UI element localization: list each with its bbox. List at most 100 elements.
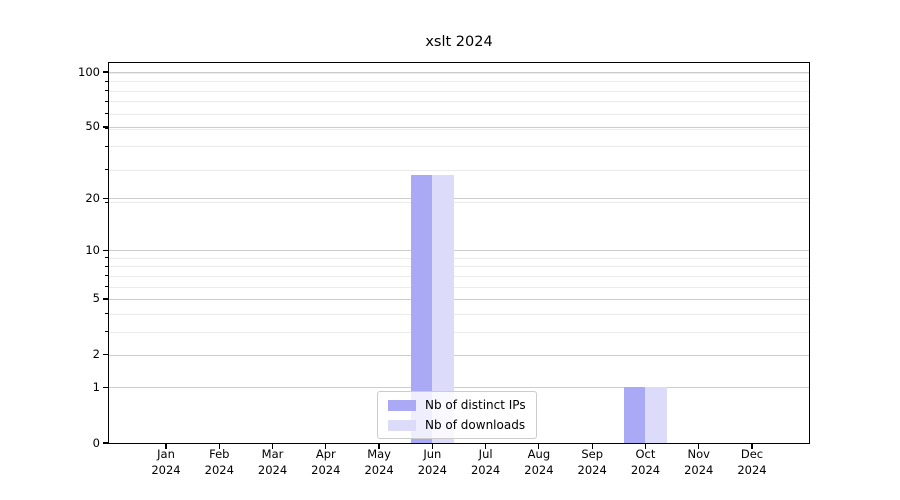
legend-label: Nb of downloads [425,418,526,432]
y-tick-label: 20 [85,190,100,205]
x-tick-month: Apr [315,447,336,461]
x-tick-label: Sep 2024 [560,447,624,478]
x-tick-mark [751,444,753,449]
x-tick-mark [538,444,540,449]
x-tick-year: 2024 [630,462,661,477]
legend: Nb of distinct IPs Nb of downloads [377,391,537,439]
legend-swatch [388,419,416,431]
x-tick-month: Oct [635,447,656,461]
x-tick-year: 2024 [364,462,394,477]
chart-title: xslt 2024 [425,34,493,50]
y-tick-label: 10 [85,242,100,257]
x-tick-label: Jun 2024 [400,447,464,478]
minor-gridline [109,275,809,277]
legend-swatch [388,399,416,411]
bar-oct-series0 [623,387,646,443]
y-minor-tick-mark [105,313,108,315]
y-tick-mark [103,71,108,73]
minor-gridline [109,169,809,171]
y-minor-tick-mark [105,286,108,288]
minor-gridline [109,101,809,103]
major-gridline [109,72,809,74]
minor-gridline [109,113,809,115]
y-tick-mark [103,354,108,356]
x-tick-label: Aug 2024 [507,447,571,478]
x-tick-mark [485,444,487,449]
x-tick-month: Jul [478,447,493,461]
y-minor-tick-mark [105,169,108,171]
x-tick-label: Apr 2024 [294,447,358,478]
y-minor-tick-mark [105,80,108,82]
legend-entry: Nb of distinct IPs [388,398,526,412]
x-tick-label: Dec 2024 [720,447,784,478]
x-tick-mark [698,444,700,449]
minor-gridline [109,128,809,130]
x-tick-label: Mar 2024 [241,447,305,478]
x-tick-year: 2024 [417,462,447,477]
x-tick-month: Jan [157,447,175,461]
minor-gridline [109,146,809,148]
x-tick-mark [218,444,220,449]
y-tick-label: 100 [78,64,100,79]
y-minor-tick-mark [105,72,108,74]
y-tick-mark [103,442,108,444]
x-tick-year: 2024 [151,462,181,477]
x-tick-label: Nov 2024 [667,447,731,478]
x-tick-mark [644,444,647,449]
y-tick-mark [103,298,108,300]
major-gridline [109,250,809,252]
x-tick-mark [165,444,167,449]
major-gridline [109,387,809,389]
bar-jun-series1 [432,175,454,443]
bar-oct-series1 [645,387,667,443]
x-tick-month: Feb [209,447,230,461]
minor-gridline [109,266,809,268]
x-tick-month: Aug [527,447,551,461]
x-tick-mark [271,444,274,449]
legend-label: Nb of distinct IPs [425,398,526,412]
minor-gridline [109,286,809,288]
x-tick-year: 2024 [737,462,767,477]
minor-gridline [109,313,809,315]
x-tick-year: 2024 [311,462,341,477]
y-minor-tick-mark [105,201,108,203]
plot-area: Nb of distinct IPs Nb of downloads [108,62,810,444]
x-tick-label: Jan 2024 [134,447,198,478]
x-tick-mark [378,444,380,449]
x-tick-month: Sep [581,447,604,461]
y-minor-tick-mark [105,128,108,130]
x-tick-mark [431,444,433,449]
x-tick-year: 2024 [684,462,714,477]
x-tick-label: Feb 2024 [187,447,251,478]
minor-gridline [109,202,809,204]
y-minor-tick-mark [105,265,108,267]
x-tick-label: May 2024 [347,447,411,478]
y-tick-label: 5 [92,291,100,306]
major-gridline [109,198,809,200]
x-tick-month: May [367,447,391,461]
x-tick-year: 2024 [204,462,234,477]
x-tick-mark [325,444,327,449]
y-tick-mark [103,249,108,251]
y-tick-mark [103,386,108,388]
y-minor-tick-mark [105,275,108,277]
minor-gridline [109,90,809,92]
y-tick-mark [103,126,108,128]
y-tick-label: 50 [85,119,100,134]
bar-jun-series0 [410,175,433,443]
x-tick-month: Mar [261,447,284,461]
y-tick-label: 1 [92,379,100,394]
x-tick-month: Dec [740,447,764,461]
major-gridline [109,126,809,128]
x-tick-year: 2024 [257,462,288,477]
minor-gridline [109,72,809,74]
major-gridline [109,298,809,300]
y-tick-label: 0 [92,435,100,450]
minor-gridline [109,81,809,83]
y-minor-tick-mark [105,145,108,147]
y-tick-mark [103,197,108,199]
y-minor-tick-mark [105,331,108,333]
y-tick-label: 2 [92,347,100,362]
major-gridline [109,354,809,356]
